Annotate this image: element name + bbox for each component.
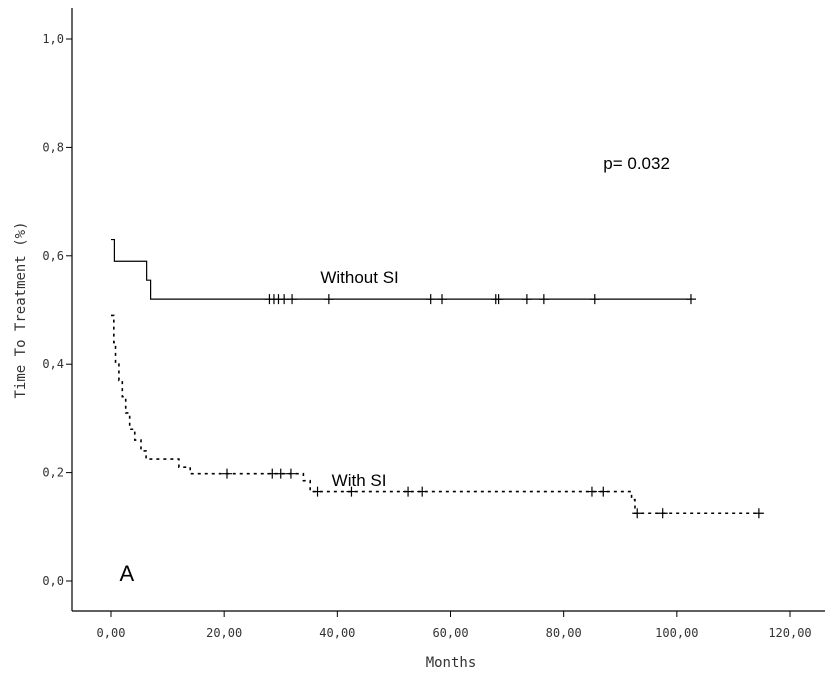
- censor-mark: [323, 294, 334, 305]
- y-tick-label: 0,8: [42, 140, 64, 154]
- x-axis-title: Months: [426, 655, 477, 671]
- y-tick-label: 0,2: [42, 466, 64, 480]
- censor-mark: [285, 468, 296, 479]
- censor-mark: [403, 486, 414, 497]
- series-label-without-si: Without SI: [320, 268, 398, 287]
- x-tick-label: 60,00: [432, 626, 468, 640]
- censor-mark: [312, 486, 323, 497]
- y-tick-label: 0,6: [42, 249, 64, 263]
- x-tick-label: 100,00: [655, 626, 698, 640]
- censor-mark: [586, 486, 597, 497]
- axes: 0,0 0,2 0,4 0,6 0,8 1,0 0,00 20,00 40,00 60,00 80,…: [42, 8, 825, 640]
- censor-mark: [417, 486, 428, 497]
- censor-mark: [425, 294, 436, 305]
- x-tick-label: 0,00: [97, 626, 126, 640]
- y-tick-label: 0,0: [42, 574, 64, 588]
- y-tick-label: 0,4: [42, 357, 64, 371]
- censor-mark: [437, 294, 448, 305]
- censor-mark: [521, 294, 532, 305]
- x-tick-label: 80,00: [546, 626, 582, 640]
- x-tick-label: 20,00: [206, 626, 242, 640]
- censor-mark: [685, 294, 696, 305]
- censor-mark: [598, 486, 609, 497]
- series-line-with-si: [111, 314, 759, 515]
- y-tick-label: 1,0: [42, 32, 64, 46]
- censor-mark: [221, 468, 232, 479]
- series-line-without-si: [111, 238, 691, 300]
- censor-mark: [657, 508, 668, 519]
- panel-label: A: [119, 561, 134, 586]
- x-tick-label: 40,00: [319, 626, 355, 640]
- p-value-label: p= 0.032: [603, 154, 670, 173]
- labels: Months Time To Treatment (%) p= 0.032 Witho…: [13, 154, 670, 671]
- censor-mark: [632, 508, 643, 519]
- censor-mark: [753, 508, 764, 519]
- censor-mark: [275, 468, 286, 479]
- curves: [111, 238, 764, 519]
- series-label-with-si: With SI: [332, 471, 387, 490]
- censor-mark: [267, 468, 278, 479]
- censor-mark: [589, 294, 600, 305]
- censor-mark: [287, 294, 298, 305]
- x-tick-label: 120,00: [768, 626, 811, 640]
- censor-mark: [538, 294, 549, 305]
- censor-mark: [493, 294, 504, 305]
- censor-mark: [346, 486, 357, 497]
- y-axis-title: Time To Treatment (%): [13, 221, 29, 398]
